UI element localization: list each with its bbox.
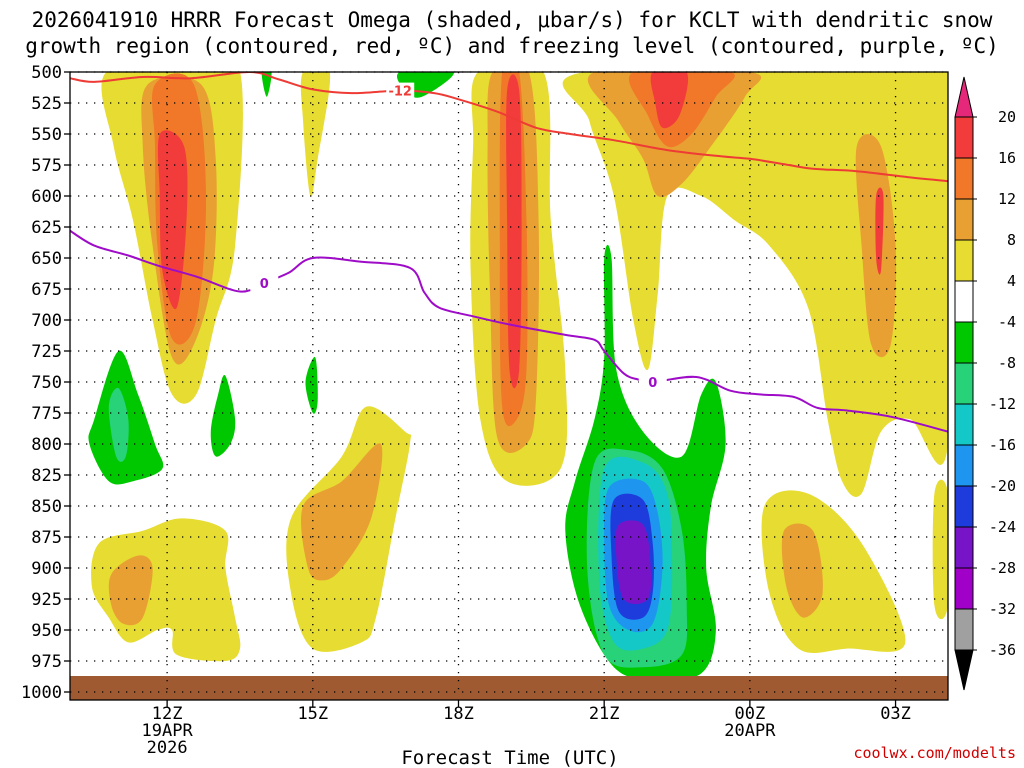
y-tick-label: 950 (31, 621, 62, 641)
colorbar: 20 16 12 8 4 -4 -8 -12 -16 -20 -24 -28 -32 -36 (954, 76, 1016, 691)
colorbar-bin (954, 362, 974, 405)
colorbar-bin (954, 403, 974, 446)
y-tick-label: 900 (31, 559, 62, 579)
y-tick-label: 725 (31, 342, 62, 362)
x-tick-label: 21Z (589, 704, 620, 724)
colorbar-bin (954, 280, 974, 323)
omega-descent-area-25 (108, 387, 129, 462)
omega-descent-area-22 (261, 72, 272, 97)
y-tick-label: 650 (31, 249, 62, 269)
contour-label-background (250, 274, 279, 291)
omega-ascent-area-3 (157, 130, 188, 310)
omega-ascent-area-18 (108, 555, 153, 626)
y-axis: 500 525 550 575 600 625 650 675 700 725 750 775 800 8… (21, 63, 70, 703)
y-tick-label: 925 (31, 590, 62, 610)
omega-ascent-area-8 (506, 74, 522, 389)
terrain-ground (70, 676, 948, 700)
omega-ascent-area-17 (91, 518, 241, 662)
colorbar-label: -8 (998, 354, 1016, 372)
contour-labels: -12 0 0 (250, 82, 667, 391)
x-tick-label: 00Z (735, 704, 766, 724)
y-tick-label: 500 (31, 63, 62, 83)
x-tick-label: 15Z (297, 704, 328, 724)
omega-ascent-area-21 (932, 479, 948, 620)
x-tick-label: 03Z (880, 704, 911, 724)
colorbar-label: -32 (989, 600, 1016, 618)
colorbar-bin (954, 485, 974, 528)
y-tick-label: 850 (31, 497, 62, 517)
colorbar-over-arrow (954, 76, 974, 118)
colorbar-label: 4 (1007, 272, 1016, 290)
dendritic-growth-contour (70, 72, 948, 183)
y-tick-label: 550 (31, 125, 62, 145)
colorbar-label: -4 (998, 313, 1016, 331)
colorbar-label: 16 (998, 149, 1016, 167)
contour-label-background (386, 82, 415, 99)
x-tick-label: 19APR (142, 721, 194, 741)
omega-descent-area-26 (210, 375, 236, 457)
plot-frame (69, 71, 949, 701)
y-tick-label: 700 (31, 311, 62, 331)
colorbar-label: 8 (1007, 231, 1016, 249)
x-tick-label: 2026 (147, 738, 188, 758)
y-tick-label: 1000 (21, 683, 62, 703)
colorbar-label: -16 (989, 436, 1016, 454)
y-tick-label: 800 (31, 435, 62, 455)
colorbar-under-arrow (954, 649, 974, 691)
colorbar-bin (954, 608, 974, 651)
omega-ascent-area-4 (300, 72, 331, 198)
colorbar-label: -28 (989, 559, 1016, 577)
omega-ascent-area-20 (781, 523, 824, 618)
y-tick-label: 525 (31, 94, 62, 114)
contour-label-zero: 0 (260, 277, 269, 292)
colorbar-bin (954, 321, 974, 364)
y-tick-label: 675 (31, 280, 62, 300)
contour-label-minus12: -12 (388, 85, 412, 100)
colorbar-bin (954, 116, 974, 159)
colorbar-label: -12 (989, 395, 1016, 413)
y-tick-label: 775 (31, 404, 62, 424)
y-tick-label: 875 (31, 528, 62, 548)
colorbar-label: -36 (989, 641, 1016, 659)
y-tick-label: 750 (31, 373, 62, 393)
chart-title-line-1: 2026041910 HRRR Forecast Omega (shaded, … (32, 8, 993, 32)
x-axis-label: Forecast Time (UTC) (401, 747, 618, 768)
omega-ascent-area-12 (875, 187, 884, 275)
colorbar-bin (954, 239, 974, 282)
colorbar-label: 20 (998, 108, 1016, 126)
colorbar-bin (954, 526, 974, 569)
colorbar-bin (954, 198, 974, 241)
x-tick-label: 20APR (724, 721, 776, 741)
colorbar-bin (954, 157, 974, 200)
credit-link[interactable]: coolwx.com/modelts (853, 744, 1016, 762)
omega-ascent-area-16 (300, 443, 383, 581)
colorbar-label: -20 (989, 477, 1016, 495)
y-tick-label: 825 (31, 466, 62, 486)
x-tick-label: 18Z (443, 704, 474, 724)
omega-shading (88, 72, 948, 681)
colorbar-label: -24 (989, 518, 1016, 536)
colorbar-bin (954, 444, 974, 487)
y-tick-label: 600 (31, 187, 62, 207)
omega-descent-area-27 (305, 356, 318, 414)
colorbar-label: 12 (998, 190, 1016, 208)
contour-label-zero: 0 (648, 376, 657, 391)
x-tick-label: 12Z (152, 704, 183, 724)
omega-ascent-area-19 (761, 490, 906, 653)
contour-label-background (638, 374, 667, 390)
y-tick-label: 625 (31, 218, 62, 238)
temperature-contours (70, 72, 948, 433)
y-tick-label: 975 (31, 652, 62, 672)
omega-descent-area-33 (615, 520, 652, 605)
chart-title-line-2: growth region (contoured, red, ºC) and f… (25, 34, 999, 58)
colorbar-bin (954, 567, 974, 610)
freezing-level-contour (70, 229, 948, 433)
y-tick-label: 575 (31, 156, 62, 176)
omega-ascent-area-14 (650, 72, 689, 129)
